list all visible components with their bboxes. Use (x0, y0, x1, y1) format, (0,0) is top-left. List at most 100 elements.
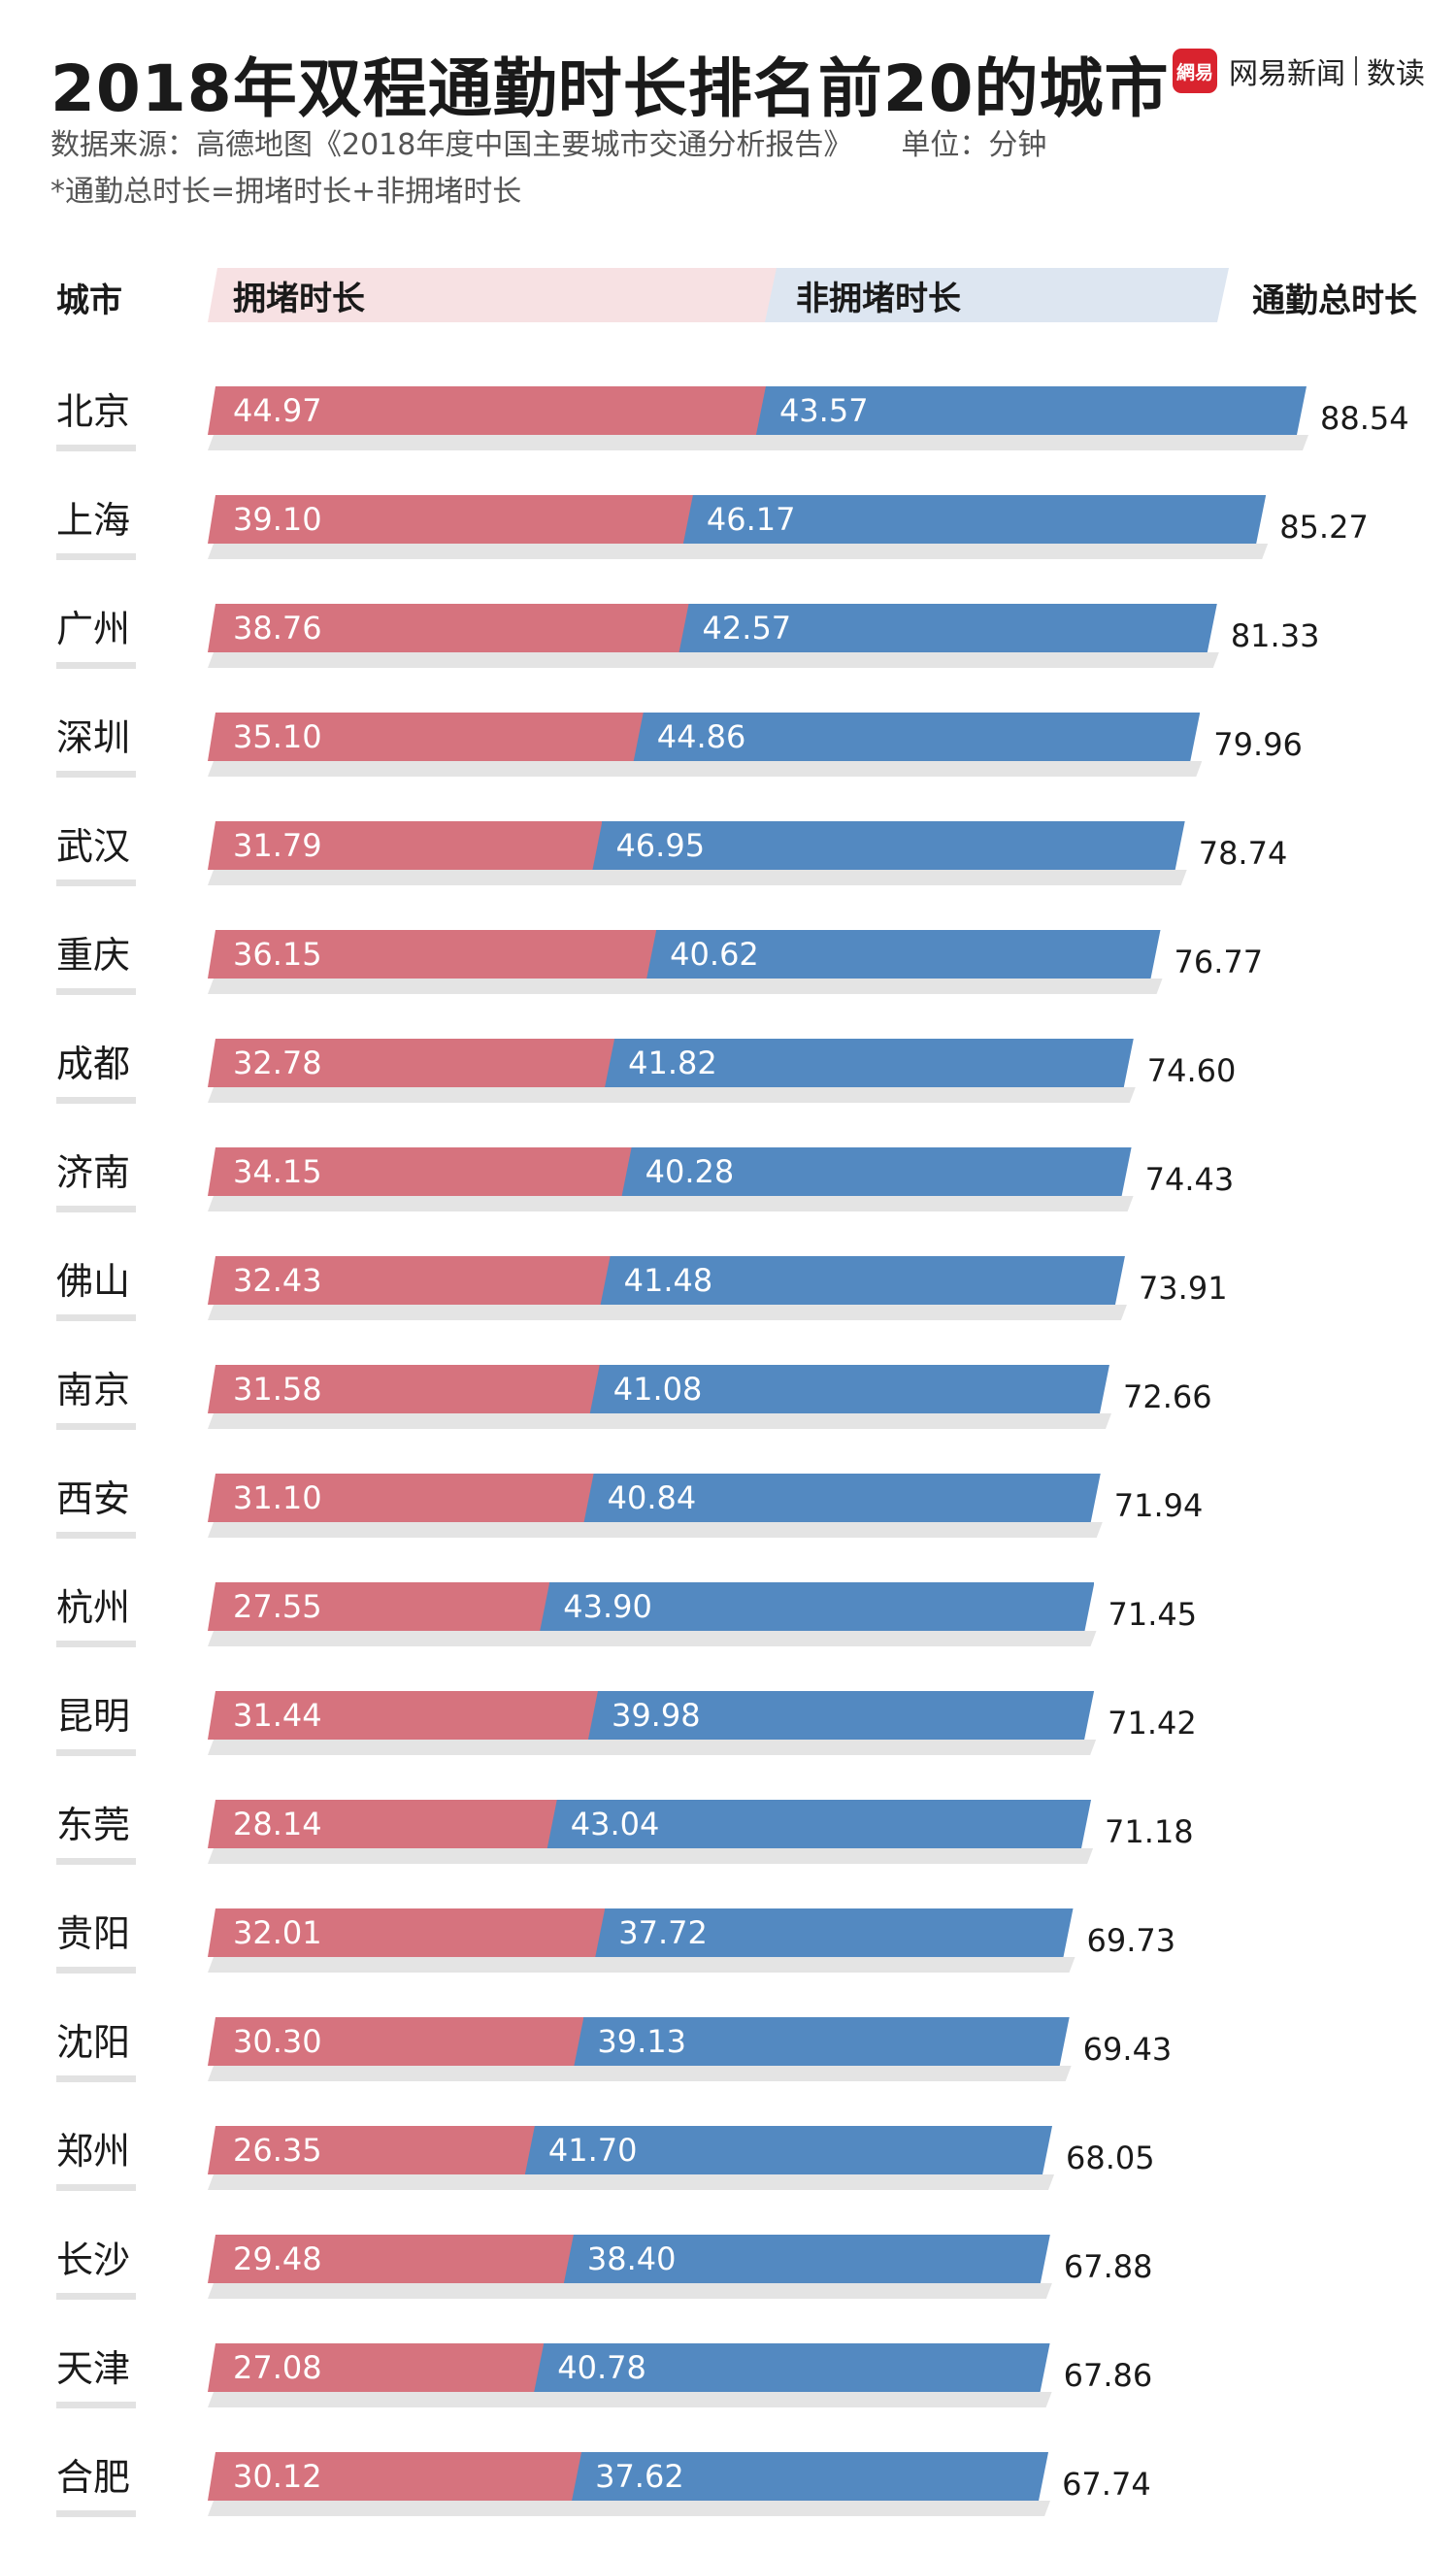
bar-shadow (208, 1957, 1075, 1973)
city-label: 郑州 (56, 2130, 131, 2173)
city-label: 西安 (56, 1477, 131, 1520)
bar-row: 天津 27.08 40.78 67.86 (0, 2343, 1456, 2421)
city-label: 广州 (56, 608, 131, 650)
city-underline (56, 1206, 136, 1212)
bar-shadow (208, 1087, 1136, 1103)
bar-non-congested (590, 821, 1184, 870)
bar-non-congested (754, 386, 1307, 435)
city-label: 贵阳 (56, 1912, 131, 1955)
bar-congested (208, 2452, 581, 2501)
city-underline (56, 662, 136, 669)
value-congested: 38.76 (233, 610, 322, 647)
value-congested: 31.58 (233, 1371, 322, 1408)
value-congested: 29.48 (233, 2240, 322, 2277)
bar-non-congested (588, 1365, 1109, 1413)
bar-shadow (208, 1631, 1097, 1646)
value-non-congested: 40.84 (607, 1479, 697, 1516)
value-total: 71.18 (1105, 1813, 1194, 1850)
bar-congested (208, 1691, 598, 1740)
value-non-congested: 37.72 (618, 1914, 708, 1951)
value-total: 67.86 (1063, 2357, 1153, 2394)
city-underline (56, 1097, 136, 1104)
bar-shadow (208, 2066, 1072, 2081)
chart-title: 2018年双程通勤时长排名前20的城市 (50, 51, 1170, 126)
bar-congested (208, 386, 766, 435)
value-congested: 35.10 (233, 718, 322, 755)
bar-row: 深圳 35.10 44.86 79.96 (0, 713, 1456, 790)
value-total: 76.77 (1174, 944, 1264, 980)
bar-row: 成都 32.78 41.82 74.60 (0, 1039, 1456, 1116)
bar-congested (208, 1800, 557, 1848)
value-total: 85.27 (1279, 509, 1369, 546)
value-non-congested: 41.48 (623, 1262, 713, 1299)
bar-non-congested (538, 1582, 1094, 1631)
bar-non-congested (582, 1474, 1101, 1522)
bar-non-congested (572, 2017, 1069, 2066)
bar-non-congested (645, 930, 1160, 979)
value-congested: 34.15 (233, 1153, 322, 1190)
bar-non-congested (681, 495, 1266, 544)
bar-shadow (208, 2501, 1050, 2516)
bar-shadow (208, 652, 1219, 668)
bar-non-congested (678, 604, 1217, 652)
city-label: 南京 (56, 1369, 131, 1411)
bar-congested (208, 821, 602, 870)
city-underline (56, 1641, 136, 1647)
bar-non-congested (632, 713, 1201, 761)
city-label: 合肥 (56, 2456, 131, 2499)
value-total: 67.88 (1063, 2248, 1153, 2285)
city-underline (56, 553, 136, 560)
city-label: 武汉 (56, 825, 131, 868)
bar-row: 重庆 36.15 40.62 76.77 (0, 930, 1456, 1008)
city-underline (56, 445, 136, 451)
bar-shadow (208, 544, 1268, 559)
bar-congested (208, 2126, 535, 2174)
value-total: 79.96 (1213, 726, 1303, 763)
value-non-congested: 39.13 (597, 2023, 686, 2060)
city-label: 佛山 (56, 1260, 131, 1303)
value-non-congested: 41.08 (612, 1371, 703, 1408)
bar-row: 佛山 32.43 41.48 73.91 (0, 1256, 1456, 1334)
chart-subtitle: 数据来源：高德地图《2018年度中国主要城市交通分析报告》 单位：分钟 (50, 120, 1046, 163)
bar-congested (208, 1365, 600, 1413)
city-label: 天津 (56, 2347, 131, 2390)
bar-congested (208, 2343, 544, 2392)
value-total: 74.43 (1144, 1161, 1235, 1198)
city-label: 沈阳 (56, 2021, 131, 2064)
value-total: 72.66 (1122, 1378, 1212, 1415)
value-total: 67.74 (1062, 2466, 1151, 2503)
bar-non-congested (593, 1908, 1073, 1957)
value-non-congested: 43.57 (778, 392, 869, 429)
brand-divider (1355, 56, 1357, 85)
value-congested: 36.15 (233, 936, 322, 973)
bar-non-congested (586, 1691, 1094, 1740)
city-underline (56, 1967, 136, 1974)
value-congested: 39.10 (233, 501, 322, 538)
city-label: 上海 (56, 499, 131, 542)
bar-shadow (208, 2283, 1052, 2299)
netease-logo-icon: 網易 (1173, 49, 1217, 93)
city-underline (56, 1858, 136, 1865)
source-text: 数据来源：高德地图《2018年度中国主要城市交通分析报告》 (50, 128, 853, 162)
bar-congested (208, 713, 644, 761)
bar-shadow (208, 1196, 1134, 1211)
city-label: 北京 (56, 390, 131, 433)
city-underline (56, 771, 136, 778)
value-congested: 30.30 (233, 2023, 322, 2060)
bar-row: 西安 31.10 40.84 71.94 (0, 1474, 1456, 1551)
city-underline (56, 2293, 136, 2300)
city-underline (56, 2510, 136, 2517)
bar-non-congested (599, 1256, 1125, 1305)
value-non-congested: 44.86 (656, 718, 746, 755)
bar-non-congested (546, 1800, 1091, 1848)
value-congested: 27.08 (233, 2349, 322, 2386)
bar-shadow (208, 979, 1163, 994)
bar-non-congested (620, 1147, 1132, 1196)
value-total: 81.33 (1230, 617, 1320, 654)
value-non-congested: 38.40 (586, 2240, 677, 2277)
city-underline (56, 1532, 136, 1539)
value-total: 71.42 (1108, 1705, 1197, 1742)
bar-non-congested (523, 2126, 1052, 2174)
city-underline (56, 1423, 136, 1430)
value-non-congested: 39.98 (611, 1697, 701, 1734)
